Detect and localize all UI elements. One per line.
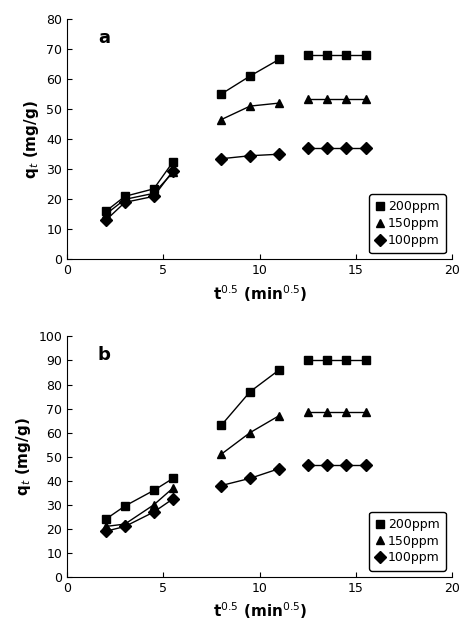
200ppm: [103, 208, 109, 215]
100ppm: [170, 167, 176, 175]
200ppm: [151, 185, 156, 192]
200ppm: [170, 474, 176, 482]
Line: 100ppm: 100ppm: [101, 495, 177, 535]
Legend: 200ppm, 150ppm, 100ppm: 200ppm, 150ppm, 100ppm: [369, 512, 446, 571]
100ppm: [103, 528, 109, 535]
Text: b: b: [98, 346, 111, 364]
150ppm: [170, 484, 176, 491]
150ppm: [103, 211, 109, 218]
Y-axis label: q$_t$ (mg/g): q$_t$ (mg/g): [14, 417, 33, 496]
150ppm: [122, 196, 128, 203]
150ppm: [122, 520, 128, 528]
100ppm: [122, 523, 128, 530]
Legend: 200ppm, 150ppm, 100ppm: 200ppm, 150ppm, 100ppm: [369, 194, 446, 253]
200ppm: [151, 486, 156, 494]
100ppm: [151, 192, 156, 200]
200ppm: [122, 502, 128, 510]
150ppm: [151, 189, 156, 197]
150ppm: [103, 523, 109, 530]
200ppm: [122, 192, 128, 200]
100ppm: [151, 508, 156, 516]
100ppm: [170, 495, 176, 503]
Line: 150ppm: 150ppm: [101, 484, 177, 531]
Text: a: a: [98, 29, 110, 46]
Line: 200ppm: 200ppm: [101, 474, 177, 523]
150ppm: [170, 168, 176, 176]
Y-axis label: q$_t$ (mg/g): q$_t$ (mg/g): [22, 100, 41, 178]
Line: 150ppm: 150ppm: [101, 168, 177, 218]
Line: 200ppm: 200ppm: [101, 157, 177, 215]
200ppm: [170, 158, 176, 166]
200ppm: [103, 516, 109, 523]
Line: 100ppm: 100ppm: [101, 166, 177, 225]
150ppm: [151, 501, 156, 509]
100ppm: [103, 217, 109, 224]
X-axis label: t$^{0.5}$ (min$^{0.5}$): t$^{0.5}$ (min$^{0.5}$): [212, 601, 307, 621]
100ppm: [122, 199, 128, 206]
X-axis label: t$^{0.5}$ (min$^{0.5}$): t$^{0.5}$ (min$^{0.5}$): [212, 283, 307, 304]
